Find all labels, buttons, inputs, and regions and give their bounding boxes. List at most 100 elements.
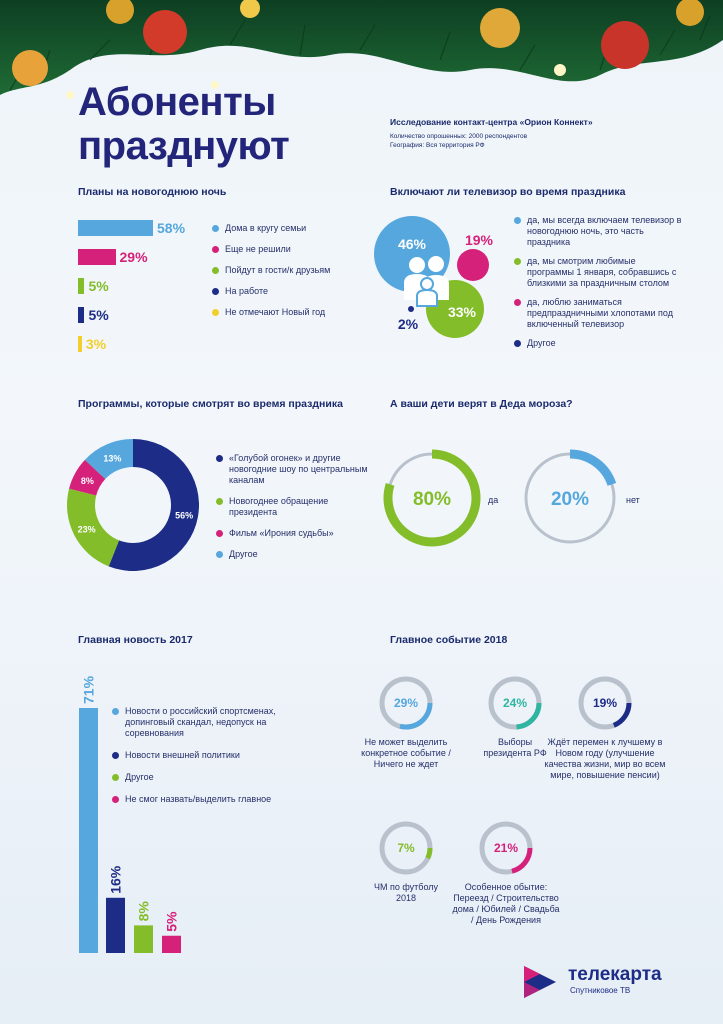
legend-item: Фильм «Ирония судьбы» <box>216 528 376 539</box>
legend-label: «Голубой огонек» и другие новогодние шоу… <box>229 453 368 485</box>
legend-item: Еще не решили <box>212 244 372 255</box>
news-bar-chart: 71% 16% 8% 5% <box>79 675 181 953</box>
legend-item: Дома в кругу семьи <box>212 223 372 234</box>
legend-dot <box>514 299 521 306</box>
plans-legend: Дома в кругу семьи Еще не решили Пойдут в … <box>212 223 372 328</box>
respondents-count: Количество опрошенных: 2000 респондентов <box>390 133 528 140</box>
legend-item: Не смог назвать/выделить главное <box>112 794 312 805</box>
plans-bar <box>78 307 85 323</box>
tv-label-46: 46% <box>398 236 427 252</box>
legend-label: Пойдут в гости/к друзьям <box>225 265 331 275</box>
event-gauge: 7% <box>379 821 433 875</box>
plans-bar-label: 5% <box>88 278 109 294</box>
chart-title-plans: Планы на новогоднюю ночь <box>78 186 227 198</box>
legend-item: да, мы всегда включаем телевизор в новог… <box>514 215 684 248</box>
gauge-label: нет <box>626 495 640 505</box>
event-gauge-label: Выборы президента РФ <box>483 737 547 758</box>
tv-legend: да, мы всегда включаем телевизор в новог… <box>514 215 684 357</box>
bubble-2 <box>408 306 414 312</box>
tv-bubble-chart: 46% 33% 19% 2% <box>374 216 494 338</box>
study-name: Исследование контакт-центра «Орион Конне… <box>390 117 593 127</box>
legend-label: Еще не решили <box>225 244 291 254</box>
tv-label-2: 2% <box>398 316 419 332</box>
chart-title-event: Главное событие 2018 <box>390 634 508 646</box>
tv-label-19: 19% <box>465 232 494 248</box>
title-line-1: Абоненты <box>78 80 276 124</box>
legend-label: Новогоднее обращение президента <box>229 496 329 517</box>
legend-dot <box>514 217 521 224</box>
event-gauge-arc <box>511 847 533 874</box>
legend-dot <box>216 530 223 537</box>
plans-bar-label: 29% <box>119 249 148 265</box>
event-gauge-value: 21% <box>494 841 518 855</box>
legend-label: Другое <box>527 338 556 348</box>
event-gauge-label: Ждёт перемен к лучшему в Новом году (улу… <box>544 737 666 780</box>
legend-label: да, мы всегда включаем телевизор в новог… <box>527 215 682 247</box>
programs-donut-chart: 56% 23% 8% 13% <box>67 439 199 571</box>
legend-dot <box>514 340 521 347</box>
legend-dot <box>212 288 219 295</box>
chart-title-news: Главная новость 2017 <box>78 634 193 646</box>
event-gauge-value: 7% <box>397 841 415 855</box>
news-bar <box>134 925 153 953</box>
legend-label: Новости внешней политики <box>125 750 240 760</box>
legend-dot <box>216 498 223 505</box>
donut-slice <box>84 439 133 479</box>
event-gauge: 24% <box>488 676 542 730</box>
event-gauge-value: 29% <box>394 696 418 710</box>
donut-slice <box>69 459 106 496</box>
donut-slice-label: 8% <box>81 476 94 486</box>
event-gauge-arc <box>516 702 542 730</box>
chart-title-programs: Программы, которые смотрят во время праз… <box>78 398 343 410</box>
legend-dot <box>112 774 119 781</box>
event-gauge: 29% <box>379 676 433 730</box>
event-gauge: 21% <box>479 821 533 875</box>
news-bar-label: 71% <box>81 675 97 704</box>
news-bar <box>106 897 125 953</box>
bubble-19 <box>457 249 489 281</box>
legend-item: да, мы смотрим любимые программы 1 январ… <box>514 256 684 289</box>
legend-label: Фильм «Ирония судьбы» <box>229 528 334 538</box>
news-bar-label: 8% <box>136 901 152 922</box>
legend-dot <box>112 708 119 715</box>
family-icon <box>404 256 449 307</box>
legend-item: «Голубой огонек» и другие новогодние шоу… <box>216 453 376 486</box>
event-gauge-value: 19% <box>593 696 617 710</box>
logo-tagline: Спутниковое ТВ <box>570 986 631 995</box>
event-gauge-label: Особенное обытие: Переезд / Строительств… <box>452 882 560 925</box>
legend-dot <box>212 309 219 316</box>
bubble-46 <box>374 216 450 292</box>
event-gauge-arc <box>612 702 632 728</box>
event-gauge-label: ЧМ по футболу 2018 <box>373 882 438 903</box>
legend-item: Другое <box>216 549 376 560</box>
legend-item: Новости о российский спортсменах, допинг… <box>112 706 312 739</box>
legend-label: Другое <box>125 772 154 782</box>
legend-label: На работе <box>225 286 269 296</box>
donut-slice-label: 13% <box>103 453 121 463</box>
legend-label: Не смог назвать/выделить главное <box>125 794 272 804</box>
news-legend: Новости о российский спортсменах, допинг… <box>112 706 312 816</box>
title-line-2: празднуют <box>78 124 290 168</box>
legend-dot <box>212 225 219 232</box>
legend-dot <box>216 551 223 558</box>
page-title: Абоненты празднуют <box>78 80 290 168</box>
gauge-value: 20% <box>551 489 589 510</box>
event-gauges: 29% Не может выделить конкретное событие … <box>340 670 710 950</box>
legend-label: да, мы смотрим любимые программы 1 январ… <box>527 256 677 288</box>
event-gauge-label: Не может выделить конкретное событие / Н… <box>361 737 451 769</box>
plans-bar <box>78 278 85 294</box>
legend-dot <box>216 455 223 462</box>
legend-item: Пойдут в гости/к друзьям <box>212 265 372 276</box>
donut-slice-label: 23% <box>78 525 96 535</box>
news-bar-label: 16% <box>108 865 124 894</box>
gauge-label: да <box>488 495 498 505</box>
event-gauge-arc <box>399 702 433 730</box>
chart-title-tv: Включают ли телевизор во время праздника <box>390 186 626 198</box>
gauge-arc <box>383 449 481 547</box>
donut-slice-label: 56% <box>175 511 193 521</box>
legend-item: Другое <box>514 338 684 349</box>
legend-dot <box>212 267 219 274</box>
programs-legend: «Голубой огонек» и другие новогодние шоу… <box>216 453 376 570</box>
gauge-arc <box>569 449 617 486</box>
legend-dot <box>514 258 521 265</box>
